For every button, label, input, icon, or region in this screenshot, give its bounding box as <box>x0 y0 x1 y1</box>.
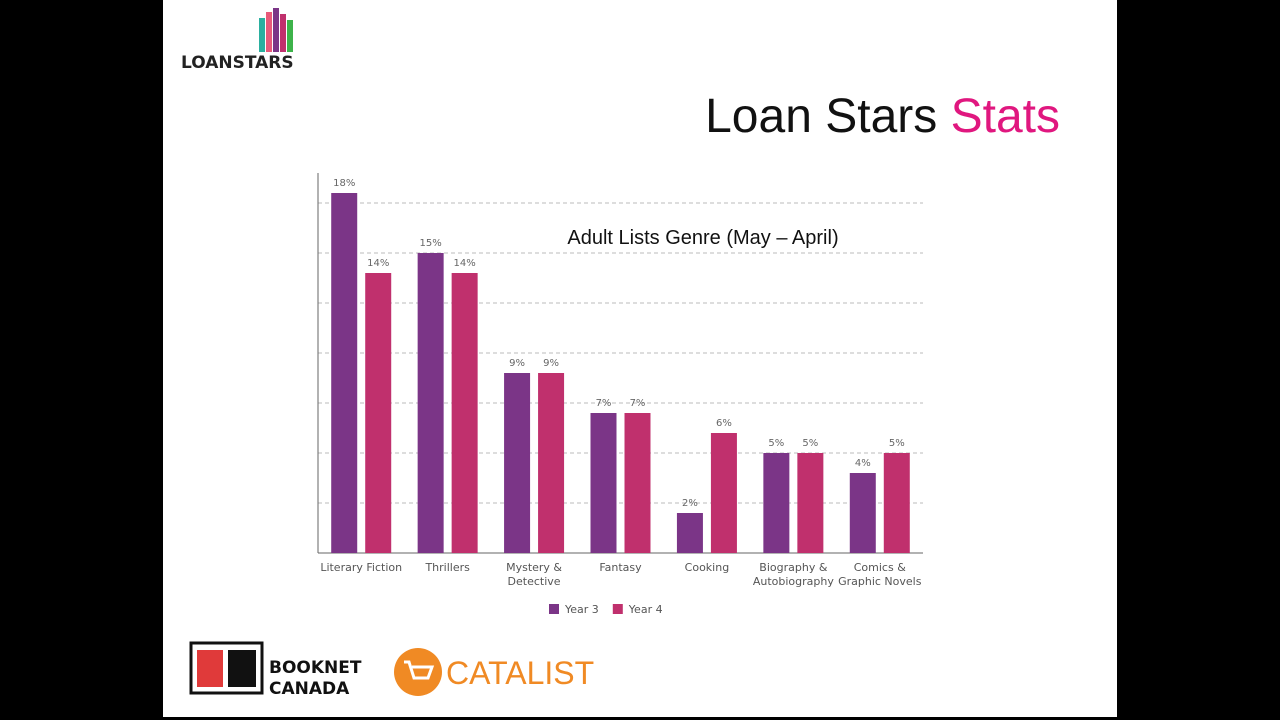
value-label: 6% <box>716 418 732 429</box>
x-tick-label: Mystery & Detective <box>506 561 563 588</box>
title-plain: Loan Stars <box>705 90 937 143</box>
cart <box>404 660 435 680</box>
catalist-icon <box>394 648 442 696</box>
canada-text: CANADA <box>269 679 350 699</box>
bar <box>538 373 565 553</box>
legend-swatch <box>612 604 623 614</box>
loanstars-logo <box>259 8 293 52</box>
slide <box>163 0 1117 717</box>
value-label: 4% <box>855 458 871 469</box>
value-label: 2% <box>682 498 698 509</box>
value-label: 9% <box>543 358 559 369</box>
bar <box>676 513 703 553</box>
title-accent: Stats <box>951 90 1060 143</box>
value-label: 5% <box>768 438 784 449</box>
value-label: 5% <box>802 438 818 449</box>
bar <box>365 273 392 553</box>
x-tick-label: Thrillers <box>425 561 470 574</box>
bar <box>451 273 478 553</box>
bar <box>797 453 824 553</box>
bar <box>710 433 737 553</box>
bar <box>624 413 651 553</box>
legend-label: Year 4 <box>628 603 663 616</box>
booknet-text: BOOKNET <box>269 658 362 678</box>
booknet-logo <box>189 641 264 695</box>
x-tick-label: Cooking <box>684 561 730 574</box>
bar <box>504 373 531 553</box>
bar <box>417 253 444 553</box>
value-label: 15% <box>420 238 442 249</box>
slide-title: Loan Stars Stats <box>705 90 1060 143</box>
bar <box>849 473 876 553</box>
legend-swatch <box>549 604 559 614</box>
legend-label: Year 3 <box>564 603 599 616</box>
bar <box>763 453 790 553</box>
value-label: 7% <box>596 398 612 409</box>
value-label: 5% <box>889 438 905 449</box>
value-label: 14% <box>454 258 476 269</box>
catalist-text: CATALIST <box>446 655 594 691</box>
x-tick-label: Comics & Graphic Novels <box>838 561 922 588</box>
loanstars-text: LOANSTARS <box>181 53 294 73</box>
x-tick-label: Fantasy <box>599 561 642 574</box>
bar <box>590 413 617 553</box>
bar <box>883 453 910 553</box>
value-label: 14% <box>367 258 389 269</box>
value-label: 18% <box>333 178 355 189</box>
value-label: 9% <box>509 358 525 369</box>
chart-title: Adult Lists Genre (May – April) <box>567 227 838 249</box>
value-label: 7% <box>630 398 646 409</box>
x-tick-label: Literary Fiction <box>320 561 403 574</box>
x-tick-label: Biography & Autobiography <box>752 561 834 588</box>
bar <box>331 193 358 553</box>
